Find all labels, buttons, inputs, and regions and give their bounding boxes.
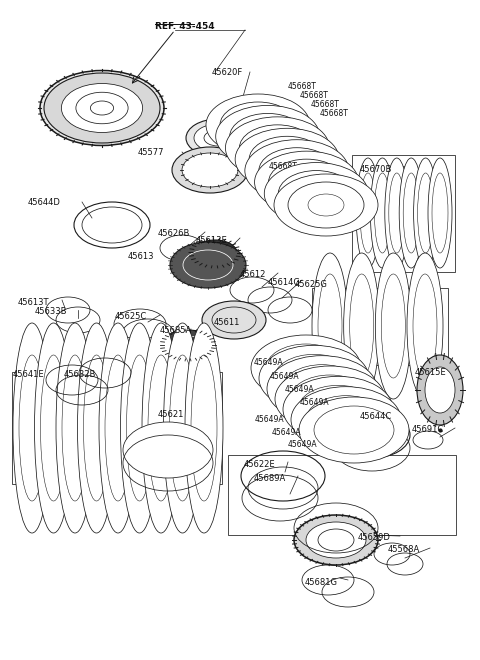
Ellipse shape — [123, 422, 213, 478]
Ellipse shape — [283, 376, 393, 442]
Ellipse shape — [259, 345, 369, 411]
Text: 45649A: 45649A — [288, 440, 318, 449]
Text: 45613E: 45613E — [196, 236, 228, 245]
Text: 45612: 45612 — [240, 270, 266, 279]
Text: 45614G: 45614G — [268, 278, 301, 287]
Text: 45668T: 45668T — [311, 100, 340, 109]
Ellipse shape — [375, 253, 411, 399]
Text: 45649A: 45649A — [270, 372, 300, 381]
Ellipse shape — [216, 106, 320, 168]
Ellipse shape — [306, 522, 366, 558]
Ellipse shape — [371, 158, 395, 268]
Ellipse shape — [170, 242, 246, 288]
Ellipse shape — [425, 367, 455, 413]
Ellipse shape — [356, 158, 380, 268]
Ellipse shape — [61, 84, 143, 133]
Ellipse shape — [235, 128, 339, 190]
Text: 45611: 45611 — [214, 318, 240, 327]
Ellipse shape — [90, 101, 114, 115]
Text: 45644C: 45644C — [360, 412, 392, 421]
Ellipse shape — [35, 323, 72, 533]
Ellipse shape — [299, 397, 409, 463]
Ellipse shape — [417, 355, 463, 425]
Ellipse shape — [414, 158, 438, 268]
Ellipse shape — [185, 323, 223, 533]
Ellipse shape — [120, 323, 158, 533]
Ellipse shape — [194, 124, 242, 152]
Text: 45668T: 45668T — [300, 91, 329, 100]
Ellipse shape — [407, 253, 443, 399]
Ellipse shape — [44, 73, 160, 143]
Ellipse shape — [344, 253, 380, 399]
Ellipse shape — [172, 336, 204, 354]
Ellipse shape — [182, 153, 238, 187]
Text: 45641E: 45641E — [13, 370, 45, 379]
Ellipse shape — [202, 245, 228, 261]
Ellipse shape — [164, 323, 202, 533]
Text: 45689A: 45689A — [254, 474, 286, 483]
Text: 45568A: 45568A — [388, 545, 420, 554]
Text: 45625G: 45625G — [295, 280, 328, 289]
Text: 45668T: 45668T — [320, 109, 349, 118]
Text: 45668T: 45668T — [279, 170, 308, 179]
Text: 45621: 45621 — [158, 410, 184, 419]
Text: 45632B: 45632B — [64, 370, 96, 379]
Text: 45613: 45613 — [128, 252, 155, 261]
Ellipse shape — [172, 147, 248, 193]
Text: 45691C: 45691C — [412, 425, 444, 434]
Text: 45577: 45577 — [138, 148, 165, 157]
Text: 45644D: 45644D — [28, 198, 61, 207]
Text: 45670B: 45670B — [360, 165, 392, 174]
Ellipse shape — [312, 253, 348, 399]
Ellipse shape — [254, 151, 359, 213]
Ellipse shape — [99, 323, 137, 533]
Ellipse shape — [206, 94, 310, 156]
Ellipse shape — [226, 117, 329, 179]
Ellipse shape — [186, 119, 250, 157]
Ellipse shape — [202, 301, 266, 339]
Text: 45649A: 45649A — [272, 428, 301, 437]
Text: 45685A: 45685A — [160, 326, 192, 335]
Text: 45668T: 45668T — [288, 82, 317, 91]
Text: 45668T: 45668T — [298, 187, 327, 196]
Ellipse shape — [13, 323, 51, 533]
Text: 45626B: 45626B — [158, 229, 191, 238]
Ellipse shape — [193, 240, 237, 266]
Ellipse shape — [142, 323, 180, 533]
Text: 45633B: 45633B — [35, 307, 68, 316]
Text: REF. 43-454: REF. 43-454 — [155, 22, 215, 31]
Ellipse shape — [40, 71, 164, 145]
Ellipse shape — [275, 366, 385, 432]
Text: 45625C: 45625C — [115, 312, 147, 321]
Text: 45668T: 45668T — [269, 162, 298, 171]
Text: 45681G: 45681G — [305, 578, 338, 587]
Ellipse shape — [56, 323, 94, 533]
Text: 45649A: 45649A — [255, 415, 285, 424]
Text: 45659D: 45659D — [358, 533, 391, 542]
Ellipse shape — [399, 158, 423, 268]
Ellipse shape — [385, 158, 409, 268]
Text: 45620F: 45620F — [212, 68, 243, 77]
Ellipse shape — [204, 130, 232, 146]
Ellipse shape — [428, 158, 452, 268]
Ellipse shape — [245, 140, 349, 202]
Ellipse shape — [267, 356, 377, 422]
Ellipse shape — [291, 387, 401, 453]
Ellipse shape — [251, 335, 361, 401]
Text: 45622E: 45622E — [244, 460, 276, 469]
Ellipse shape — [77, 323, 116, 533]
Ellipse shape — [274, 174, 378, 236]
Text: 45613T: 45613T — [18, 298, 49, 307]
Ellipse shape — [264, 162, 368, 224]
Text: 45615E: 45615E — [415, 368, 446, 377]
Ellipse shape — [162, 330, 214, 360]
Text: 45649A: 45649A — [254, 358, 284, 367]
Ellipse shape — [294, 515, 378, 565]
Ellipse shape — [76, 92, 128, 124]
Text: 45668T: 45668T — [288, 178, 317, 187]
Text: 45649A: 45649A — [285, 385, 314, 394]
Text: 45649A: 45649A — [300, 398, 330, 407]
